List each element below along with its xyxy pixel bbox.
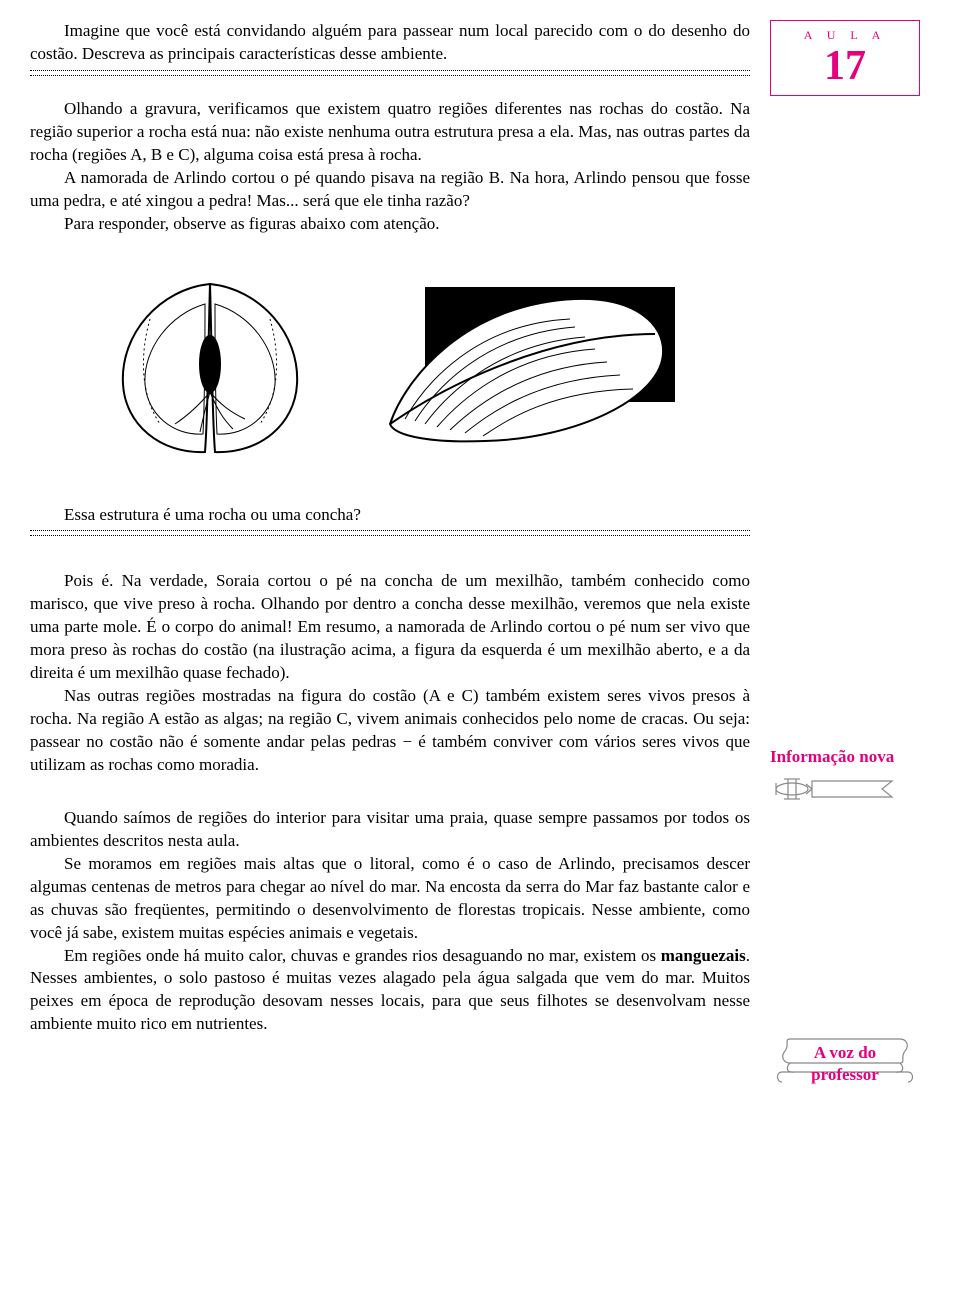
open-mussel-illustration [105,264,315,464]
voz-p3-a: Em regiões onde há muito calor, chuvas e… [64,946,661,965]
aula-number: 17 [771,45,919,87]
body-paragraph: Para responder, observe as figuras abaix… [30,213,750,236]
voz-prof-title-l1: A voz do [770,1042,920,1063]
voz-paragraph: Se moramos em regiões mais altas que o l… [30,853,750,945]
voz-prof-title-l2: professor [770,1064,920,1085]
voz-p3-bold: manguezais [661,946,746,965]
main-column: Imagine que você está convidando alguém … [30,20,750,1171]
voz-prof-scroll: A voz do professor [770,1027,920,1170]
info-paragraph: Nas outras regiões mostradas na figura d… [30,685,750,777]
side-column: A U L A 17 Informação nova [770,20,920,1171]
answer-line [30,530,750,531]
voz-paragraph: Quando saímos de regiões do interior par… [30,807,750,853]
answer-line [30,70,750,71]
aula-badge: A U L A 17 [770,20,920,96]
aula-label: A U L A [771,27,919,43]
closed-mussel-illustration [375,279,675,449]
plane-icon [770,771,920,807]
info-nova-block: Informação nova [770,746,920,807]
body-paragraph: Olhando a gravura, verificamos que exist… [30,98,750,167]
answer-line [30,535,750,536]
figure-row [30,264,750,464]
info-paragraph: Pois é. Na verdade, Soraia cortou o pé n… [30,570,750,685]
intro-prompt: Imagine que você está convidando alguém … [30,20,750,66]
answer-line [30,75,750,76]
info-nova-title: Informação nova [770,746,920,767]
question-text: Essa estrutura é uma rocha ou uma concha… [30,504,750,527]
voz-paragraph: Em regiões onde há muito calor, chuvas e… [30,945,750,1037]
body-paragraph: A namorada de Arlindo cortou o pé quando… [30,167,750,213]
